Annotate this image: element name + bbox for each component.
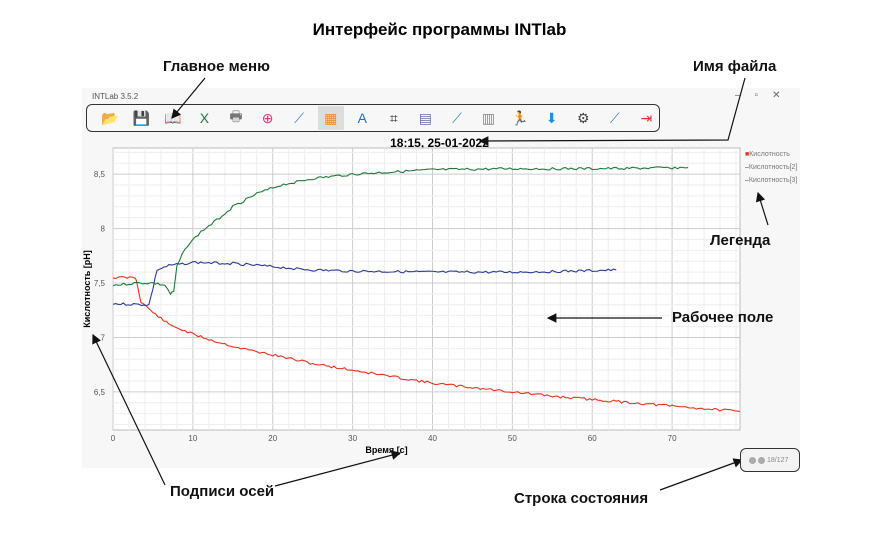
- series-line: [112, 166, 689, 296]
- download-icon[interactable]: ⬇: [545, 109, 558, 126]
- y-tick-label: 7: [101, 333, 106, 342]
- legend-item[interactable]: ■Кислотность: [745, 151, 790, 158]
- y-tick-label: 8,5: [94, 170, 106, 179]
- run-icon[interactable]: 🏃: [511, 109, 529, 126]
- chart-options-icon[interactable]: ⟋: [452, 109, 462, 126]
- window-title: INTLab 3.5.2: [92, 92, 139, 101]
- font-icon[interactable]: A: [357, 110, 367, 126]
- plot-background: [112, 147, 741, 431]
- table-icon[interactable]: ▥: [481, 109, 496, 126]
- excel-icon[interactable]: X: [199, 110, 210, 126]
- annotation-arrow: [478, 77, 746, 146]
- legend-item[interactable]: –Кислотность[2]: [745, 164, 798, 171]
- print-icon[interactable]: 🖶: [229, 108, 243, 124]
- save-icon[interactable]: 💾: [132, 109, 151, 126]
- x-tick-label: 70: [668, 434, 677, 443]
- zoom-icon[interactable]: ⊕: [261, 109, 274, 126]
- x-tick-label: 50: [508, 434, 517, 443]
- status-indicator-icon: [758, 456, 765, 464]
- grid-icon[interactable]: ▦: [317, 106, 344, 130]
- open-folder-icon[interactable]: 📂: [101, 109, 119, 126]
- annotation-legend: Легенда: [710, 232, 771, 249]
- x-axis-label: Время [с]: [365, 445, 407, 455]
- exit-icon[interactable]: ⇥: [640, 109, 653, 126]
- x-tick-label: 10: [188, 434, 197, 443]
- window-controls[interactable]: –▫✕: [735, 90, 795, 101]
- status-indicator-icon: [749, 456, 756, 464]
- chart-line-icon[interactable]: ⟋: [294, 109, 305, 126]
- file-name: 18:15, 25-01-2022: [390, 136, 489, 150]
- x-tick-label: 20: [268, 434, 277, 443]
- annotation-status-bar: Строка состояния: [514, 490, 649, 507]
- status-counter: 18/127: [767, 456, 789, 464]
- x-tick-label: 30: [348, 434, 357, 443]
- legend-item[interactable]: –Кислотность[3]: [745, 177, 798, 184]
- annotation-file-name: Имя файла: [693, 58, 777, 75]
- annotation-arrow: [755, 191, 769, 226]
- y-tick-label: 7,5: [94, 279, 106, 288]
- y-tick-label: 8: [101, 225, 106, 234]
- annotation-arrow: [171, 77, 206, 119]
- series-line: [112, 276, 741, 413]
- annotation-axis-labels: Подписи осей: [170, 483, 275, 500]
- annotation-arrow: [274, 450, 402, 487]
- x-tick-label: 40: [428, 434, 437, 443]
- x-tick-label: 0: [111, 434, 116, 443]
- annotation-arrow: [92, 333, 166, 486]
- y-tick-label: 6,5: [94, 388, 106, 397]
- annotation-work-area: Рабочее поле: [672, 309, 774, 326]
- series-icon[interactable]: ⟋: [609, 109, 620, 126]
- annotation-main-menu: Главное меню: [163, 58, 270, 75]
- calculator-icon[interactable]: ▤: [418, 109, 433, 126]
- x-tick-label: 60: [588, 434, 597, 443]
- series-line: [112, 261, 617, 307]
- figure-title: Интерфейс программы INTlab: [312, 20, 567, 39]
- status-bar: 18/127: [740, 448, 800, 472]
- crop-icon[interactable]: ⌗: [389, 109, 398, 126]
- y-axis-label: Кислотность [pH]: [82, 250, 92, 328]
- settings-icon[interactable]: ⚙: [576, 109, 590, 126]
- annotation-arrow: [659, 458, 744, 491]
